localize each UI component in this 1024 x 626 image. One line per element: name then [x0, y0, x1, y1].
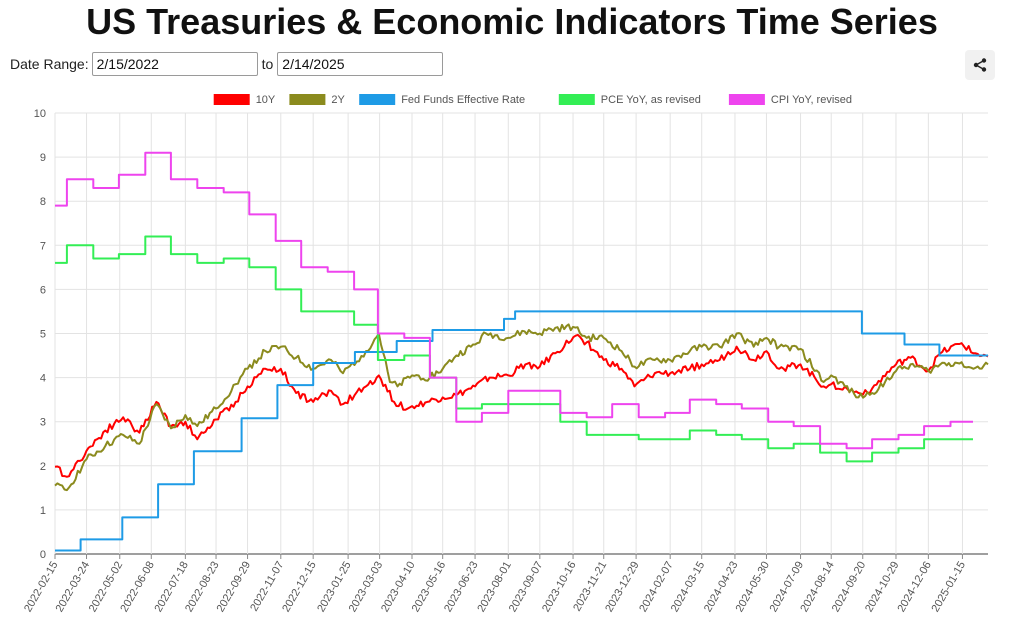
legend-swatch-pce-yoy-as-revised	[558, 94, 595, 105]
x-tick-label: 2024-05-30	[734, 560, 773, 615]
legend-label: 10Y	[256, 94, 276, 106]
legend-label: 2Y	[331, 94, 345, 106]
y-tick-label: 1	[40, 505, 46, 517]
x-tick-label: 2022-12-15	[280, 560, 319, 615]
date-range-label: Date Range:	[10, 56, 89, 72]
end-date-input[interactable]	[277, 52, 444, 76]
to-label: to	[261, 56, 274, 72]
x-tick-label: 2022-11-07	[248, 560, 286, 614]
y-tick-label: 5	[40, 329, 46, 341]
y-tick-label: 3	[40, 417, 46, 429]
x-tick-label: 2023-09-07	[507, 560, 546, 615]
y-tick-label: 10	[34, 108, 46, 120]
x-tick-label: 2023-06-23	[442, 560, 481, 615]
y-tick-label: 0	[40, 549, 46, 561]
y-tick-label: 8	[40, 196, 46, 208]
x-tick-label: 2023-12-29	[603, 560, 642, 615]
legend: 10Y 2Y Fed Funds Effective Rate PCE YoY, as…	[213, 94, 852, 106]
legend-swatch-fed-funds-effective-rate	[359, 94, 396, 105]
time-series-chart: 0123456789102022-02-152022-03-242022-05-…	[22, 94, 989, 614]
legend-label: CPI YoY, revised	[771, 94, 852, 106]
series-line-pce-yoy-as-revised	[55, 235, 973, 463]
series-line-2y	[54, 323, 989, 492]
y-tick-label: 7	[40, 240, 46, 252]
axis-layer: 0123456789102022-02-152022-03-242022-05-…	[22, 108, 968, 614]
share-button[interactable]	[965, 50, 995, 80]
x-tick-label: 2022-09-29	[215, 560, 254, 615]
page-title: US Treasuries & Economic Indicators Time…	[86, 1, 938, 42]
series-line-fed-funds-effective-rate	[55, 310, 988, 552]
start-date-input[interactable]	[91, 52, 258, 76]
legend-label: Fed Funds Effective Rate	[401, 94, 525, 106]
legend-label: PCE YoY, as revised	[601, 94, 701, 106]
date-range-controls: Date Range: to	[10, 50, 444, 78]
x-tick-label: 2024-09-20	[830, 560, 869, 615]
x-tick-label: 2022-03-24	[54, 560, 93, 615]
legend-swatch-2y	[289, 94, 326, 105]
x-tick-label: 2024-12-06	[895, 560, 934, 615]
x-tick-label: 2025-01-15	[930, 560, 969, 615]
x-tick-label: 2024-03-15	[669, 560, 708, 615]
x-tick-label: 2022-06-08	[118, 560, 157, 615]
legend-swatch-10y	[213, 94, 250, 105]
series-layer	[54, 151, 989, 552]
y-tick-label: 9	[40, 152, 46, 164]
series-line-cpi-yoy-revised	[55, 151, 973, 450]
y-tick-label: 4	[40, 373, 46, 385]
y-tick-label: 2	[40, 461, 46, 473]
series-line-10y	[54, 333, 989, 478]
y-tick-label: 6	[40, 284, 46, 296]
legend-swatch-cpi-yoy-revised	[728, 94, 765, 105]
grid-layer	[54, 112, 988, 555]
share-icon	[973, 58, 987, 72]
